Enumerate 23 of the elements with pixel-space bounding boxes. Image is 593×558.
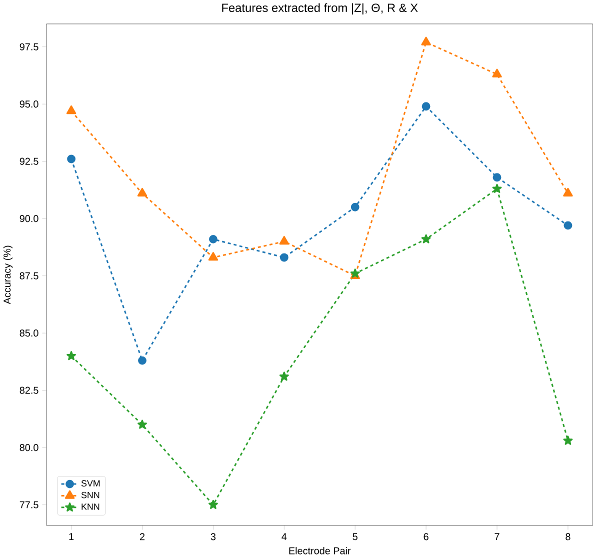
x-tick-label: 4 bbox=[282, 533, 287, 540]
y-tick-label: 82.5 bbox=[20, 386, 38, 394]
y-tick-label: 97.5 bbox=[20, 44, 38, 51]
y-tick-label: 95.0 bbox=[20, 100, 38, 108]
x-tick-label: 2 bbox=[140, 533, 145, 540]
legend-label: KNN bbox=[82, 504, 100, 510]
legend-label: SVM bbox=[81, 480, 100, 487]
y-tick-label: 85.0 bbox=[20, 330, 38, 337]
y-tick-label: 77.5 bbox=[20, 502, 38, 508]
y-tick-label: 92.5 bbox=[20, 158, 38, 166]
y-axis-title: Accuracy (%) bbox=[3, 246, 13, 304]
x-tick-label: 5 bbox=[352, 533, 358, 540]
x-tick-label: 3 bbox=[210, 533, 216, 540]
x-tick-label: 8 bbox=[566, 533, 570, 540]
x-tick-label: 7 bbox=[494, 533, 500, 540]
y-tick-label: 87.5 bbox=[20, 272, 38, 280]
x-axis-title: Electrode Pair bbox=[289, 547, 351, 554]
x-tick-label: 1 bbox=[69, 533, 74, 540]
y-tick-label: 80.0 bbox=[20, 444, 38, 452]
chart-title: Features extracted from |Z|, Θ, R & X bbox=[222, 3, 418, 15]
x-tick-label: 6 bbox=[424, 533, 428, 540]
legend-label: SNN bbox=[81, 492, 100, 498]
y-tick-label: 90.0 bbox=[20, 215, 38, 222]
